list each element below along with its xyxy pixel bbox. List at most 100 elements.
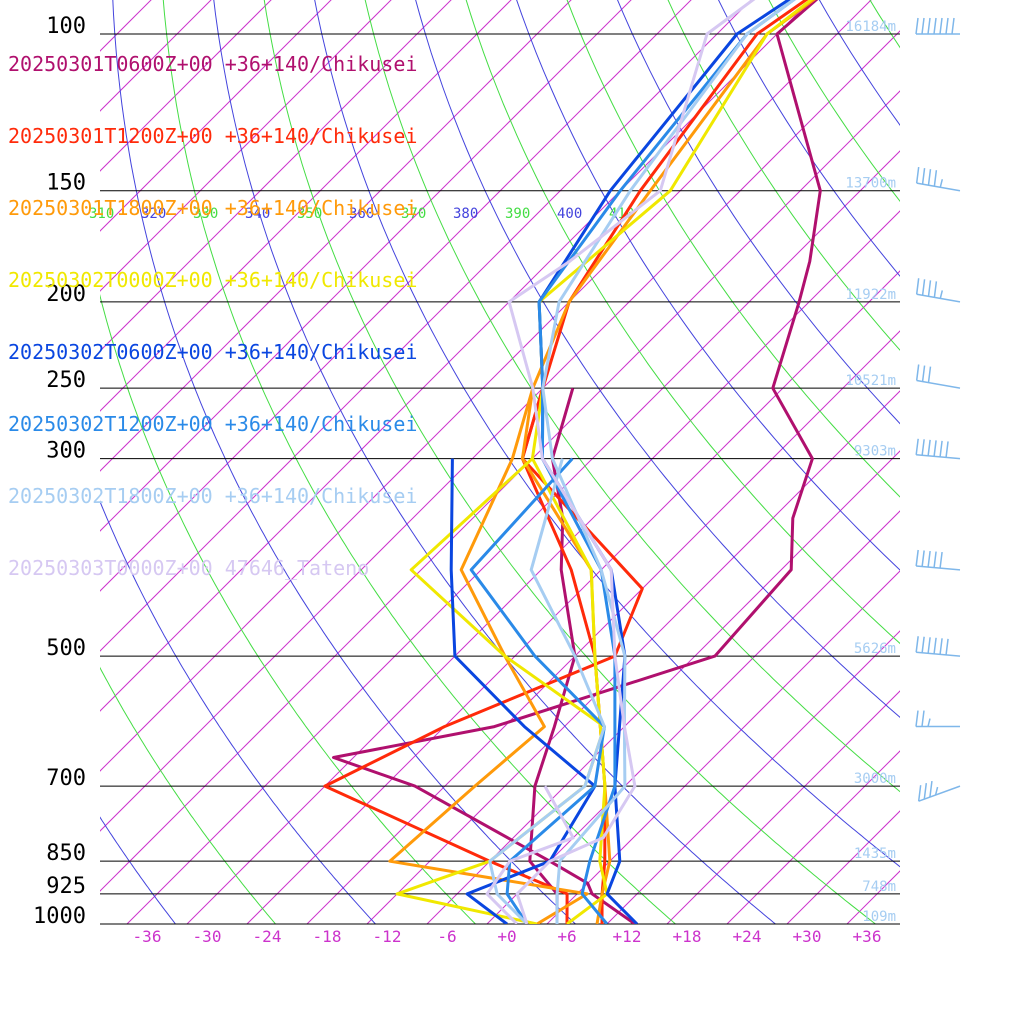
height-label: 11922m (845, 287, 896, 303)
theta-label: 340 (245, 206, 270, 222)
isotherm-line (100, 0, 812, 712)
wind-barb (915, 710, 960, 728)
wind-barb-flag (927, 439, 931, 456)
wind-barb-shaft (916, 565, 961, 571)
dewpoint-profile-line (449, 458, 597, 924)
dry-adiabat-line (100, 816, 177, 924)
wind-barb-flag (921, 279, 926, 296)
isotherm-line (100, 0, 512, 412)
dry-adiabat-line (100, 666, 277, 924)
wind-barb-flag (923, 783, 928, 800)
axis-labels: 100 150 200 250 300 500 700 850 925 1000 16184m 137… (33, 14, 896, 946)
temperature-tick-label: -18 (313, 927, 342, 946)
isotherm-line (100, 90, 900, 892)
dry-adiabat-line (100, 500, 377, 924)
pressure-tick-label: 300 (46, 439, 86, 464)
wind-barb-flag (915, 710, 919, 727)
wind-barb-flag (927, 718, 931, 727)
legend-entry: 20250301T0600Z+00 +36+140/Chikusei (8, 52, 418, 76)
wind-barb-flag (921, 550, 925, 567)
wind-barb-flag (945, 638, 949, 655)
temperature-tick-label: -30 (193, 927, 222, 946)
wind-barb-flag (921, 168, 926, 185)
dry-adiabat-line (787, 0, 1024, 943)
theta-label: 350 (297, 206, 322, 222)
dry-adiabat-line (263, 0, 877, 924)
isotherm-line (100, 0, 452, 352)
wind-barb-shaft (916, 182, 961, 192)
wind-barb-flag (921, 365, 926, 382)
sounding-profiles (323, 0, 822, 924)
height-label: 13700m (845, 176, 896, 192)
isotherm-line (546, 570, 900, 924)
dry-adiabat-line (617, 0, 900, 425)
wind-barbs (915, 17, 961, 802)
wind-barb-shaft (916, 651, 961, 657)
temperature-tick-label: -6 (437, 927, 456, 946)
legend-entry: 20250302T1800Z+00 +36+140/Chikusei (8, 484, 418, 508)
wind-barb-flag (921, 17, 925, 35)
wind-barb-flag (945, 17, 949, 35)
dry-adiabat-line (818, 0, 900, 126)
wind-barb-flag (933, 17, 937, 35)
dewpoint-profile-line (485, 785, 575, 924)
wind-barb-flag (915, 17, 919, 35)
wind-barb-flag (939, 179, 944, 188)
isotherm-line (100, 0, 632, 532)
wind-barb (915, 166, 961, 192)
pressure-tick-label: 700 (46, 766, 86, 791)
wind-barb-flag (921, 710, 925, 727)
dewpoint-profile-line (488, 458, 606, 924)
isotherm-line (100, 0, 572, 472)
wind-barb-flag (951, 17, 955, 35)
wind-barb-flag (927, 280, 932, 297)
wind-barb (915, 17, 960, 35)
wind-barb (917, 780, 961, 802)
wind-barb-flag (915, 166, 920, 184)
dry-adiabat-line (566, 0, 900, 498)
legend: 20250301T0600Z+00 +36+140/Chikusei 20250… (8, 4, 417, 604)
temperature-tick-label: -12 (373, 927, 402, 946)
isotherm-line (100, 0, 752, 652)
wind-barb-flag (927, 169, 932, 186)
temperature-tick-label: +24 (733, 927, 762, 946)
dry-adiabat-line (465, 0, 900, 645)
theta-label: 380 (453, 206, 478, 222)
dry-adiabat-line (516, 0, 900, 571)
height-label: 748m (862, 879, 896, 895)
dry-adiabat-line (415, 0, 900, 718)
height-label: 5626m (854, 641, 896, 657)
temperature-tick-label: +0 (497, 927, 516, 946)
pressure-tick-label: 150 (46, 171, 86, 196)
wind-barb-flag (934, 786, 939, 796)
wind-barb-flag (927, 550, 931, 568)
isotherm-line (907, 0, 1024, 924)
theta-label: 360 (349, 206, 374, 222)
height-label: 16184m (845, 19, 896, 35)
pressure-tick-label: 1000 (33, 904, 86, 929)
temperature-profile-line (520, 0, 816, 924)
isotherm-line (426, 450, 900, 924)
wind-barb-flag (933, 170, 938, 187)
theta-label: 400 (557, 206, 582, 222)
isotherm-line (486, 510, 900, 924)
temperature-tick-label: +6 (557, 927, 576, 946)
wind-barb (915, 278, 961, 303)
temperature-tick-label: +30 (793, 927, 822, 946)
wind-barb-flag (915, 636, 919, 653)
pressure-tick-label: 850 (46, 841, 86, 866)
height-label: 1435m (854, 846, 896, 862)
wind-barb-flag (915, 364, 920, 381)
dewpoint-profile-line (323, 387, 644, 924)
wind-barb-shaft (916, 379, 961, 389)
theta-label: 370 (401, 206, 426, 222)
temperature-profile-line (332, 0, 822, 924)
isotherm-line (786, 810, 900, 924)
wind-barb-flag (921, 636, 925, 653)
legend-entry: 20250303T0000Z+00 47646_Tateno (8, 556, 370, 580)
background-grid (100, 0, 1024, 943)
isotherm-line (126, 150, 900, 924)
wind-barb-shaft (916, 454, 961, 460)
isotherm-line (606, 630, 900, 924)
